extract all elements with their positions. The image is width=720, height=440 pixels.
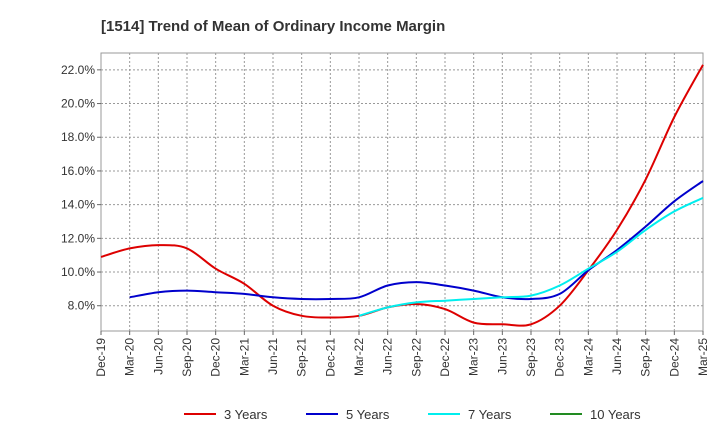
plot-frame [100, 52, 704, 332]
x-tick-label: Dec-23 [553, 338, 567, 377]
x-tick-label: Mar-22 [352, 338, 366, 376]
x-tick-label: Dec-22 [438, 338, 452, 377]
legend-label: 10 Years [590, 407, 641, 422]
y-tick-label: 14.0% [61, 198, 95, 212]
y-tick-label: 8.0% [68, 299, 96, 313]
y-tick-label: 12.0% [61, 231, 95, 245]
x-tick-label: Mar-21 [237, 338, 251, 376]
x-tick-label: Jun-24 [610, 338, 624, 375]
series-line-7-years [358, 196, 704, 317]
y-tick-label: 16.0% [61, 164, 95, 178]
x-tick-label: Sep-22 [409, 338, 423, 377]
x-tick-label: Jun-21 [266, 338, 280, 375]
y-tick-label: 22.0% [61, 63, 95, 77]
x-tick-label: Jun-20 [151, 338, 165, 375]
x-tick-label: Sep-23 [524, 338, 538, 377]
legend: 3 Years 5 Years 7 Years 10 Years [184, 407, 641, 422]
x-axis: Dec-19 Mar-20 Jun-20 Sep-20 Dec-20 Mar-21 Jun-… [94, 331, 710, 377]
x-tick-label: Dec-21 [323, 338, 337, 377]
x-tick-label: Dec-19 [94, 338, 108, 377]
grid [101, 53, 703, 331]
legend-label: 3 Years [224, 407, 268, 422]
x-tick-label: Dec-20 [209, 338, 223, 377]
legend-label: 7 Years [468, 407, 512, 422]
x-tick-label: Sep-21 [295, 338, 309, 377]
x-tick-label: Sep-24 [639, 338, 653, 377]
chart-title: [1514] Trend of Mean of Ordinary Income … [101, 18, 445, 35]
y-tick-label: 10.0% [61, 265, 95, 279]
plot-area [100, 52, 704, 332]
x-tick-label: Jun-23 [495, 338, 509, 375]
x-tick-label: Dec-24 [667, 338, 681, 377]
x-tick-label: Sep-20 [180, 338, 194, 377]
y-tick-label: 20.0% [61, 97, 95, 111]
y-axis: 8.0% 10.0% 12.0% 14.0% 16.0% 18.0% 20.0% 22.0% [61, 63, 101, 313]
x-tick-label: Mar-23 [467, 338, 481, 376]
x-tick-label: Jun-22 [381, 338, 395, 375]
series-lines [100, 64, 704, 327]
x-tick-label: Mar-25 [696, 338, 710, 376]
x-tick-label: Mar-20 [123, 338, 137, 376]
y-tick-label: 18.0% [61, 130, 95, 144]
legend-label: 5 Years [346, 407, 390, 422]
x-tick-label: Mar-24 [581, 338, 595, 376]
